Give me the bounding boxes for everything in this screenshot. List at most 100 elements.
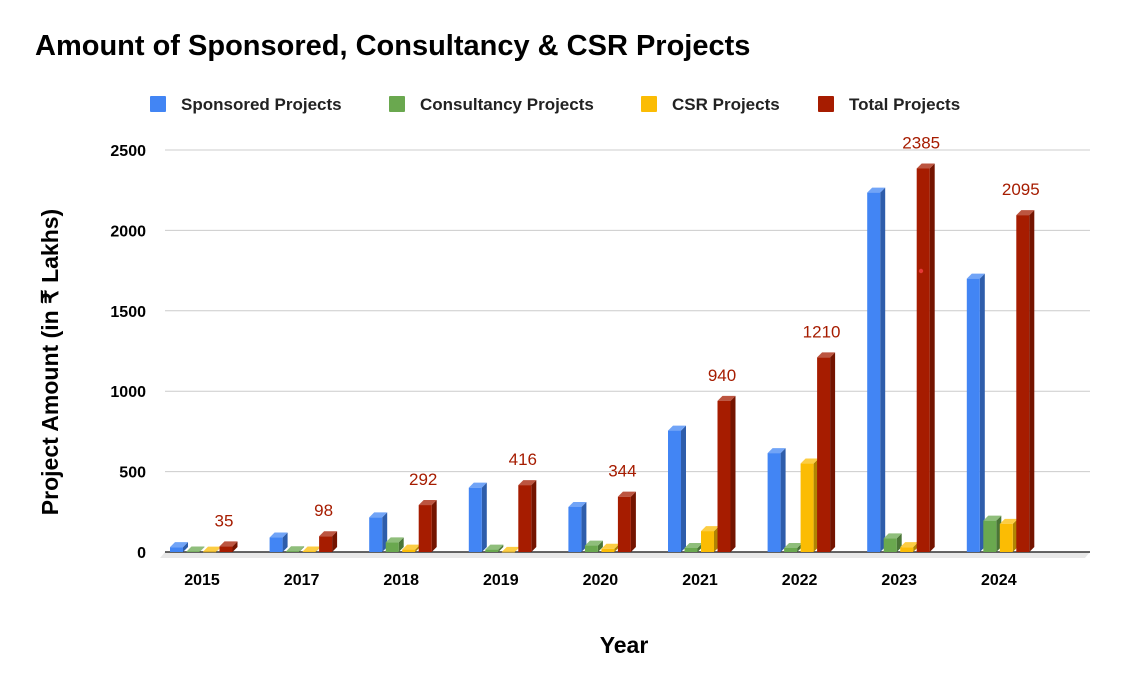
bar-top xyxy=(784,542,803,548)
bar-consultancy-projects-2023 xyxy=(883,533,902,552)
x-tick-label: 2015 xyxy=(184,572,220,589)
bar-side xyxy=(1029,210,1035,552)
bar-front xyxy=(518,485,532,552)
legend-label: Total Projects xyxy=(849,95,960,114)
bar-csr-projects-2021 xyxy=(701,526,719,552)
bar-top xyxy=(767,448,786,454)
bar-side xyxy=(398,537,404,552)
bar-side xyxy=(730,395,736,552)
bar-total-projects-2015 xyxy=(219,541,238,552)
bar-side xyxy=(780,448,786,552)
data-label-total: 292 xyxy=(409,470,437,489)
bar-side xyxy=(481,482,487,552)
y-tick-label: 1000 xyxy=(110,384,146,401)
y-tick-label: 0 xyxy=(137,545,146,562)
bar-top xyxy=(584,540,603,546)
bar-front xyxy=(966,278,980,552)
bar-front xyxy=(369,517,383,552)
bar-sponsored-projects-2023 xyxy=(867,187,886,552)
bar-total-projects-2017 xyxy=(319,531,338,552)
bar-front xyxy=(1016,215,1030,552)
bar-top xyxy=(701,526,719,532)
bar-side xyxy=(332,531,338,552)
bar-consultancy-projects-2015 xyxy=(186,546,205,553)
x-tick-label: 2021 xyxy=(682,572,718,589)
bar-side xyxy=(431,500,437,552)
bar-front xyxy=(684,547,698,552)
y-tick-label: 500 xyxy=(119,465,146,482)
chart-title: Amount of Sponsored, Consultancy & CSR P… xyxy=(35,30,751,62)
bar-front xyxy=(170,547,183,552)
x-tick-label: 2017 xyxy=(284,572,320,589)
bar-top xyxy=(219,541,238,547)
data-label-total: 940 xyxy=(708,366,736,385)
bar-front xyxy=(767,453,781,552)
x-tick-label: 2018 xyxy=(383,572,419,589)
bar-consultancy-projects-2018 xyxy=(385,537,404,552)
bar-top xyxy=(817,352,836,358)
bar-side xyxy=(498,544,504,552)
bar-total-projects-2023 xyxy=(916,163,935,552)
bar-total-projects-2019 xyxy=(518,480,537,552)
bar-csr-projects-2022 xyxy=(800,458,819,552)
bar-sponsored-projects-2021 xyxy=(668,425,686,552)
bar-consultancy-projects-2020 xyxy=(584,540,603,552)
bar-consultancy-projects-2024 xyxy=(983,515,1002,552)
bar-front xyxy=(203,551,216,553)
bar-sponsored-projects-2019 xyxy=(468,482,487,552)
bar-front xyxy=(485,549,499,552)
y-axis-ticks: 0 500 1000 1500 2000 2500 xyxy=(110,143,146,562)
data-label-total: 1210 xyxy=(803,322,841,341)
legend-swatch xyxy=(150,96,166,112)
data-label-total: 98 xyxy=(314,501,333,520)
bar-front xyxy=(269,537,283,552)
bar-top xyxy=(402,544,421,550)
data-label-total: 2095 xyxy=(1002,180,1040,199)
bar-consultancy-projects-2019 xyxy=(485,544,504,552)
bar-front xyxy=(319,536,333,552)
bar-consultancy-projects-2017 xyxy=(286,546,305,552)
bar-top xyxy=(867,187,886,193)
bar-side xyxy=(630,491,636,552)
bar-front xyxy=(784,547,798,552)
legend-label: Sponsored Projects xyxy=(181,95,342,114)
bar-front xyxy=(817,357,831,552)
bar-consultancy-projects-2021 xyxy=(684,542,703,552)
y-axis-title: Project Amount (in ₹ Lakhs) xyxy=(37,209,63,515)
x-tick-label: 2024 xyxy=(981,572,1017,589)
legend-item-csr-projects: CSR Projects xyxy=(641,95,780,114)
bar-top xyxy=(966,273,985,279)
chart-floor xyxy=(160,551,1090,558)
bar-side xyxy=(597,540,603,552)
bar-sponsored-projects-2022 xyxy=(767,448,786,552)
bar-side xyxy=(183,542,188,552)
bar-top xyxy=(684,542,703,548)
bar-sponsored-projects-2020 xyxy=(568,501,587,552)
bar-csr-projects-2023 xyxy=(900,542,919,552)
bar-total-projects-2018 xyxy=(418,500,437,552)
bar-top xyxy=(418,500,437,506)
bar-front xyxy=(617,496,631,552)
bar-top xyxy=(468,482,487,488)
bar-top xyxy=(501,546,520,552)
bar-top xyxy=(485,544,504,550)
bars xyxy=(170,163,1035,553)
bar-front xyxy=(418,505,432,552)
y-tick-label: 2000 xyxy=(110,223,146,240)
bar-side xyxy=(681,425,686,552)
bar-top xyxy=(883,533,902,539)
bar-front xyxy=(402,549,416,552)
bar-top xyxy=(385,537,404,543)
bar-total-projects-2021 xyxy=(717,395,736,552)
data-labels: 35 98 292 416 344 940 1210 2385 2095 xyxy=(215,133,1040,530)
data-label-total: 2385 xyxy=(902,133,940,152)
bar-front xyxy=(883,538,897,552)
bar-front xyxy=(867,192,881,552)
bar-csr-projects-2018 xyxy=(402,544,421,552)
bar-top xyxy=(999,518,1018,524)
bar-total-projects-2020 xyxy=(617,491,636,552)
bar-top xyxy=(369,512,388,518)
bar-front xyxy=(916,168,930,552)
legend-swatch xyxy=(389,96,405,112)
